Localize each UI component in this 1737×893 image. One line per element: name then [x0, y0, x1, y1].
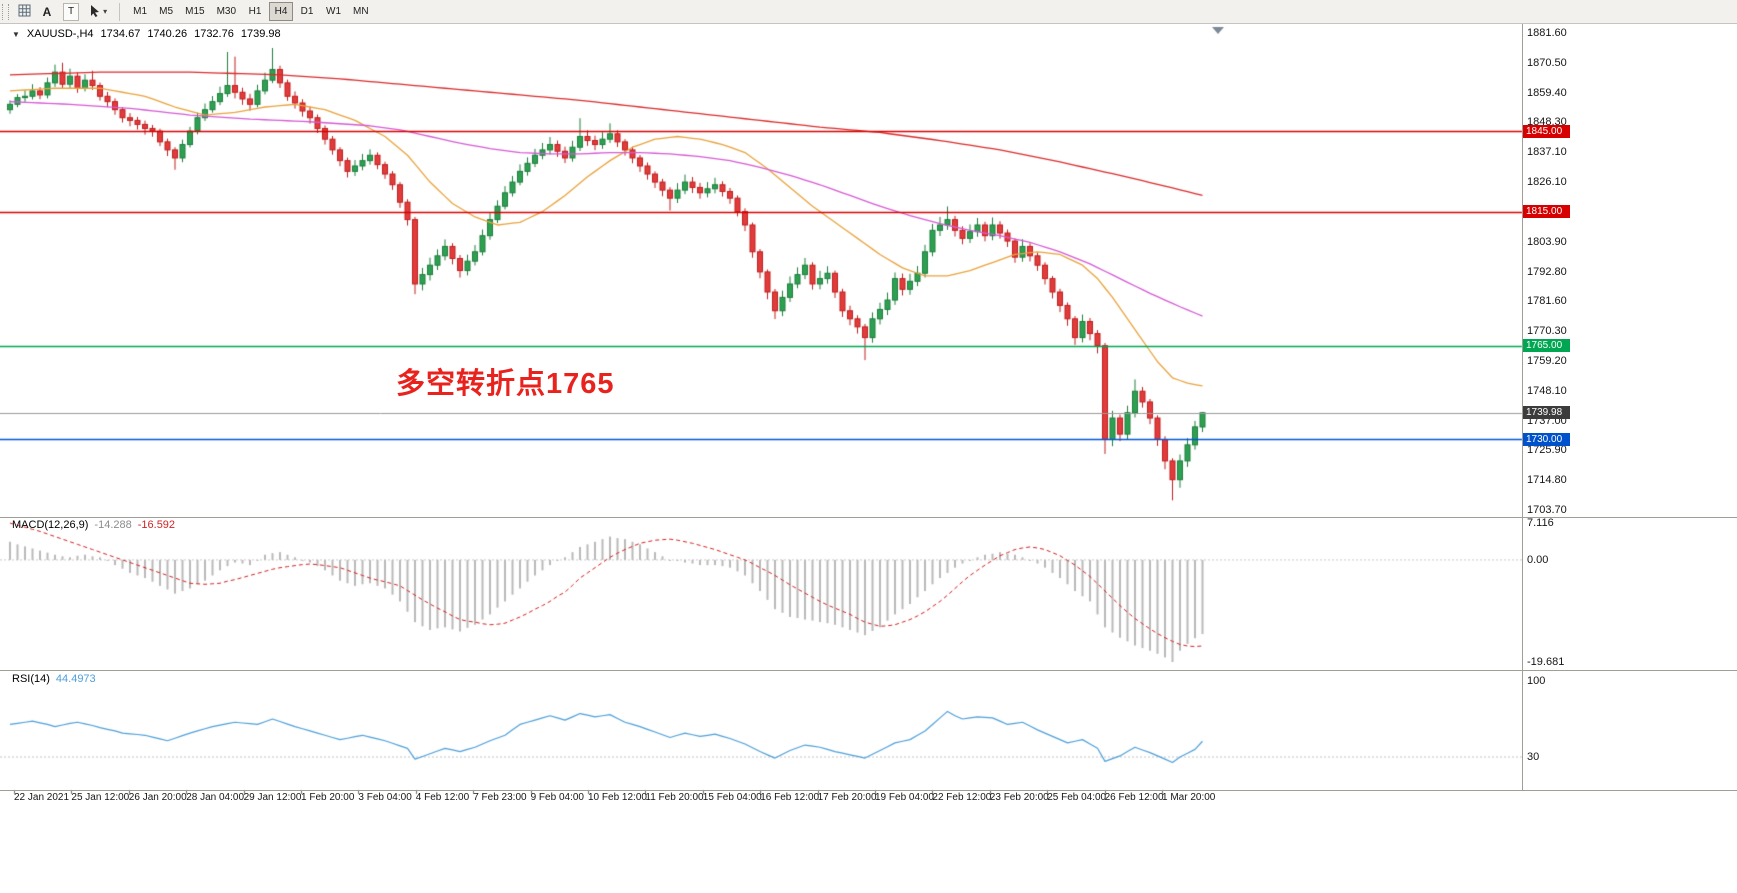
grid-icon [18, 4, 31, 20]
time-axis-label: 17 Feb 20:00 [817, 792, 877, 803]
time-axis-label: 22 Jan 2021 [14, 792, 70, 803]
open-value: 1734.67 [100, 28, 141, 40]
cursor-icon [89, 4, 101, 20]
rsi-name: RSI(14) [12, 673, 50, 685]
toolbar-grip[interactable] [2, 3, 9, 20]
price-axis-label: 1792.80 [1527, 265, 1567, 278]
price-axis-label: 1725.90 [1527, 444, 1567, 457]
macd-main-value: -14.288 [94, 519, 132, 531]
time-axis-label: 11 Feb 20:00 [645, 792, 704, 803]
price-tag-1815: 1815.00 [1523, 205, 1570, 219]
time-axis-label: 29 Jan 12:00 [243, 792, 302, 803]
time-axis-line [0, 790, 1737, 791]
time-axis-label: 25 Feb 04:00 [1047, 792, 1107, 803]
macd-name: MACD(12,26,9) [12, 519, 89, 531]
price-axis-label: 1870.50 [1527, 56, 1567, 69]
price-axis-label: 1826.10 [1527, 176, 1567, 189]
timeframe-d1-button[interactable]: D1 [295, 2, 319, 21]
price-tag-1845: 1845.00 [1523, 124, 1570, 138]
price-axis-label: 1703.70 [1527, 504, 1567, 516]
time-axis-label: 3 Feb 04:00 [358, 792, 412, 803]
pane-divider-rsi[interactable] [0, 670, 1737, 671]
window-marker-icon: ▼ [12, 29, 20, 39]
time-axis-label: 16 Feb 12:00 [760, 792, 820, 803]
time-axis-label: 19 Feb 04:00 [875, 792, 934, 803]
timeframe-h4-button[interactable]: H4 [269, 2, 294, 21]
time-axis-label: 26 Jan 20:00 [128, 792, 187, 803]
time-axis-label: 26 Feb 12:00 [1104, 792, 1164, 803]
time-axis-label: 7 Feb 23:00 [473, 792, 527, 803]
time-axis-label: 15 Feb 04:00 [702, 792, 762, 803]
chart-toolbar: A T ▾ M1 M5 M15 M30 H1 H4 D1 W1 MN [0, 0, 1737, 24]
timeframe-m5-button[interactable]: M5 [154, 2, 178, 21]
time-axis-label: 10 Feb 12:00 [588, 792, 647, 803]
symbol-timeframe-label: XAUUSD-,H4 [26, 28, 94, 40]
price-tag-1730: 1730.00 [1523, 432, 1570, 446]
macd-signal-value: -16.592 [137, 519, 176, 531]
price-tag-1765: 1765.00 [1523, 339, 1570, 353]
bull-bear-turning-point-annotation: 多空转折点1765 [396, 368, 615, 400]
grid-tool-button[interactable] [14, 2, 35, 22]
rsi-indicator-label: RSI(14) 44.4973 [12, 673, 96, 685]
time-axis-label: 9 Feb 04:00 [530, 792, 584, 803]
time-axis-label: 1 Mar 20:00 [1162, 792, 1216, 803]
macd-indicator-label: MACD(12,26,9) -14.288 -16.592 [12, 519, 175, 531]
timeframe-h1-button[interactable]: H1 [243, 2, 267, 21]
rsi-value: 44.4973 [55, 673, 96, 685]
letter-t-icon: T [63, 2, 80, 21]
price-axis-label: 1748.10 [1527, 384, 1567, 397]
timeframe-mn-button[interactable]: MN [348, 2, 374, 21]
close-value: 1739.98 [240, 28, 281, 40]
macd-axis-label: 0.00 [1527, 553, 1549, 566]
price-axis-label: 1803.90 [1527, 235, 1567, 248]
time-axis-label: 22 Feb 12:00 [932, 792, 992, 803]
pane-divider-macd[interactable] [0, 517, 1737, 518]
toolbar-separator [119, 2, 121, 21]
time-axis-label: 28 Jan 04:00 [186, 792, 245, 803]
chevron-down-icon: ▾ [103, 7, 108, 16]
time-axis-label: 4 Feb 12:00 [415, 792, 470, 803]
price-axis-label: 1859.40 [1527, 86, 1567, 99]
chart-header: ▼ XAUUSD-,H4 1734.67 1740.26 1732.76 173… [12, 28, 281, 40]
rsi-axis-label: 30 [1527, 751, 1540, 763]
rsi-axis-label: 100 [1527, 675, 1546, 687]
macd-axis-label: -19.681 [1527, 656, 1565, 668]
timeframe-w1-button[interactable]: W1 [321, 2, 346, 21]
time-axis-label: 1 Feb 20:00 [301, 792, 355, 803]
timeframe-m1-button[interactable]: M1 [128, 2, 152, 21]
text-box-tool-button[interactable]: T [59, 2, 83, 22]
price-tag-bid: 1739.98 [1523, 406, 1570, 420]
price-axis-line [1522, 24, 1523, 790]
letter-a-icon: A [42, 4, 52, 19]
price-axis-label: 1781.60 [1527, 295, 1567, 308]
time-axis-label: 25 Jan 12:00 [71, 792, 130, 803]
pointer-tool-button[interactable]: ▾ [85, 2, 111, 22]
timeframe-m30-button[interactable]: M30 [212, 2, 241, 21]
high-value: 1740.26 [147, 28, 188, 40]
macd-axis-label: 7.116 [1527, 517, 1554, 529]
price-axis-label: 1714.80 [1527, 474, 1567, 487]
timeframe-m15-button[interactable]: M15 [180, 2, 209, 21]
time-axis-label: 23 Feb 20:00 [989, 792, 1049, 803]
price-axis-label: 1837.10 [1527, 146, 1567, 159]
price-axis-label: 1759.20 [1527, 354, 1567, 367]
text-label-tool-button[interactable]: A [37, 2, 57, 22]
price-axis-label: 1881.60 [1527, 27, 1567, 39]
low-value: 1732.76 [194, 28, 234, 40]
price-axis-label: 1770.30 [1527, 325, 1567, 338]
